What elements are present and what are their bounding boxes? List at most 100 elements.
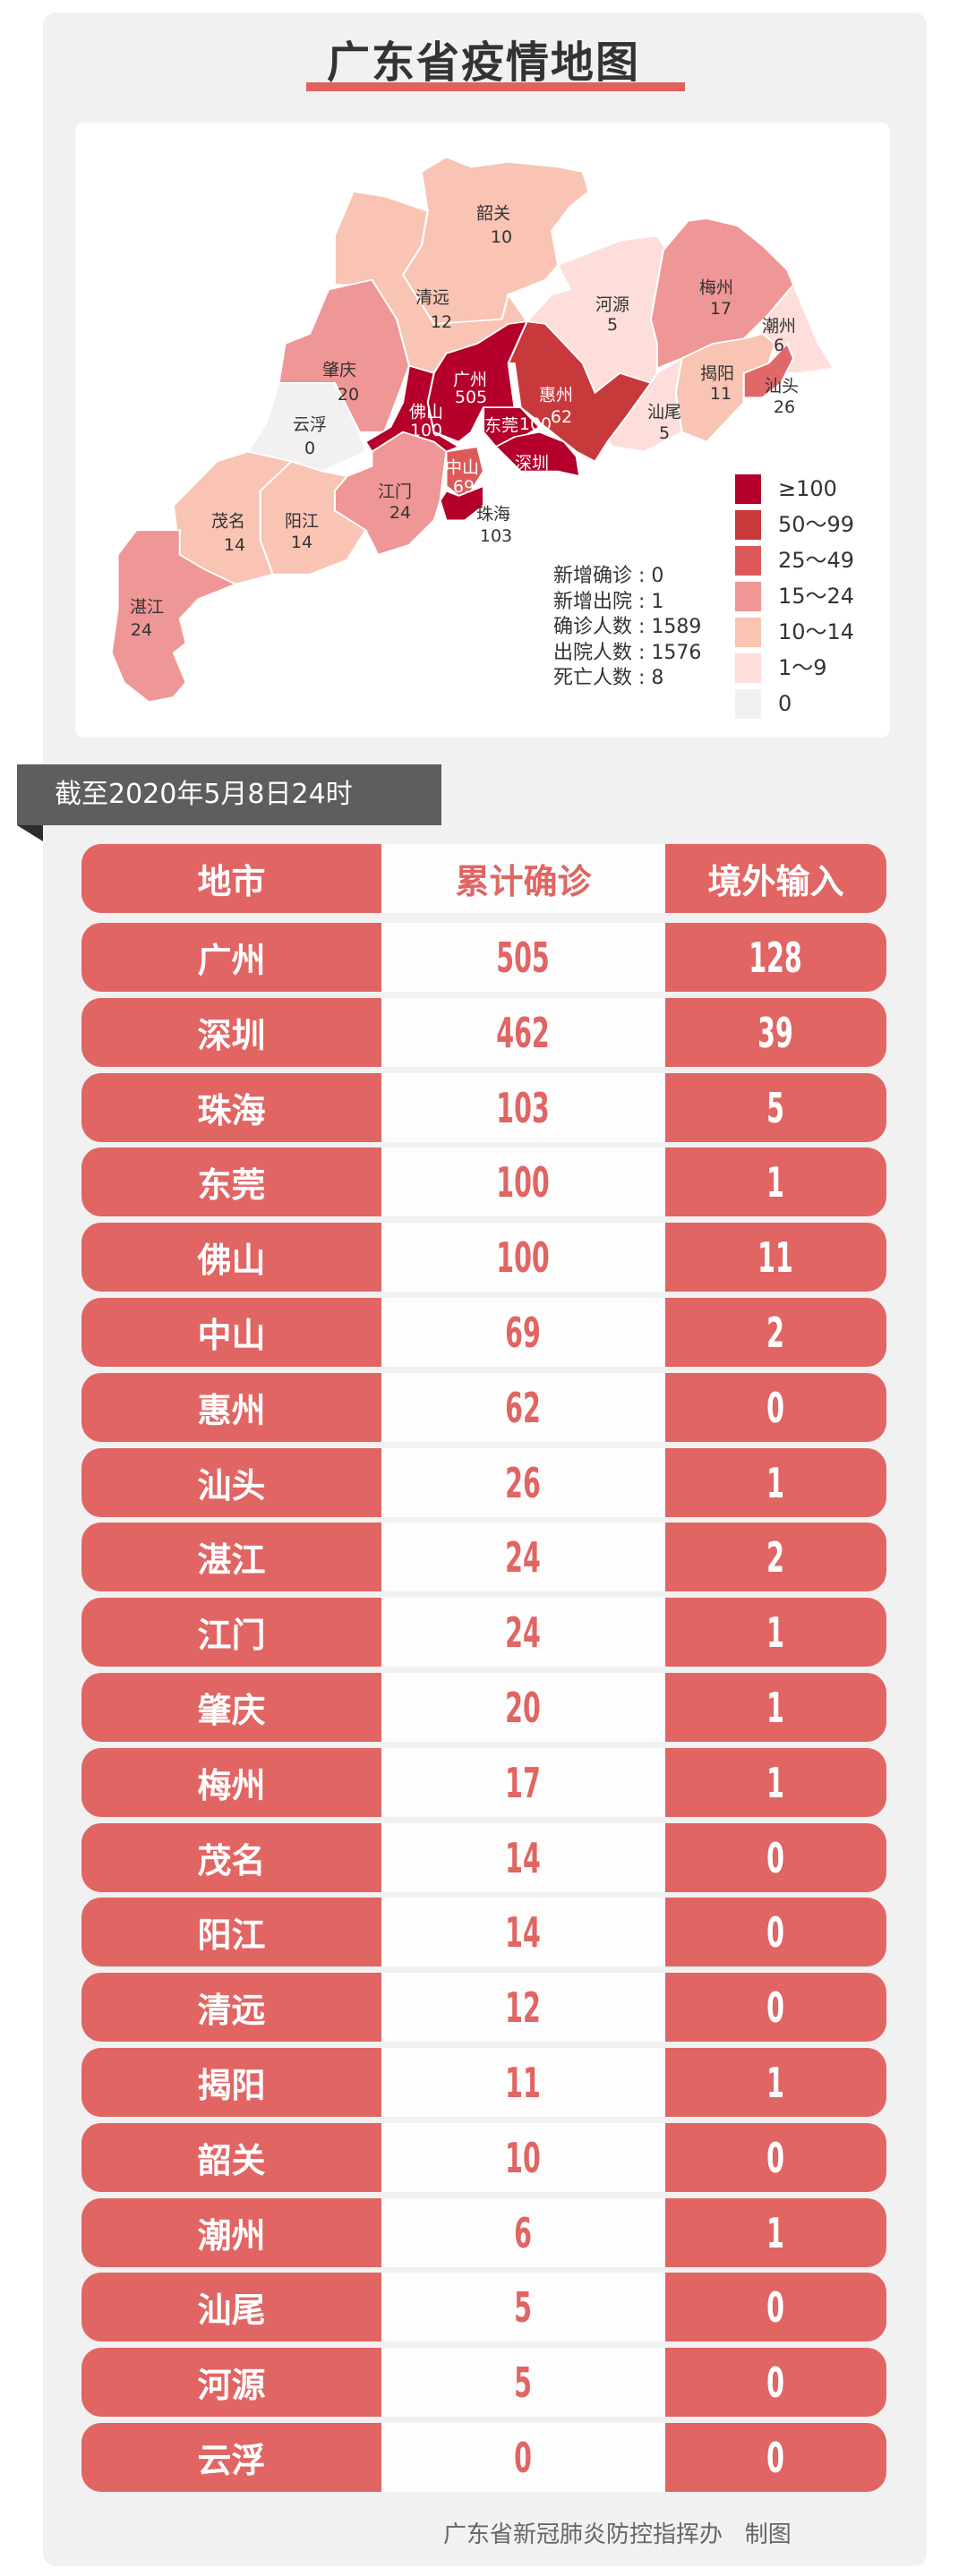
imported-cell-text: 128 xyxy=(749,933,803,982)
map-label-name: 湛江 xyxy=(129,597,165,618)
confirmed-cell: 5 xyxy=(381,2348,665,2417)
table-row: 梅州 17 1 xyxy=(81,1748,886,1817)
confirmed-cell-text: 100 xyxy=(496,1233,551,1282)
city-cell: 茂名 xyxy=(81,1823,381,1892)
table-row: 汕尾 5 0 xyxy=(81,2273,886,2341)
banner-fold xyxy=(17,825,43,841)
city-cell-text: 茂名 xyxy=(197,1841,266,1881)
imported-cell-text: 0 xyxy=(766,1983,785,2032)
table-row: 阳江 14 0 xyxy=(81,1898,886,1966)
imported-cell-text: 1 xyxy=(766,2058,785,2107)
map-region xyxy=(494,431,581,478)
map-label-name: 广州 xyxy=(452,370,488,390)
confirmed-cell: 0 xyxy=(381,2423,665,2492)
confirmed-cell-text: 100 xyxy=(496,1157,551,1207)
city-cell: 梅州 xyxy=(81,1748,381,1817)
confirmed-cell: 11 xyxy=(381,2048,665,2117)
confirmed-cell-text: 5 xyxy=(514,2282,533,2332)
confirmed-cell: 17 xyxy=(381,1748,665,1817)
confirmed-cell-text: 5 xyxy=(514,2358,533,2407)
imported-cell: 0 xyxy=(665,2123,886,2192)
confirmed-cell: 24 xyxy=(381,1598,665,1667)
imported-cell: 0 xyxy=(665,1373,886,1442)
imported-cell-text: 2 xyxy=(766,1308,785,1357)
legend-swatch xyxy=(735,689,761,719)
map-label-value: 100 xyxy=(518,414,552,434)
stat-label: 确诊人数 xyxy=(553,616,633,638)
map-label-name: 江门 xyxy=(377,482,413,502)
map-label-name: 惠州 xyxy=(538,385,574,405)
confirmed-cell: 100 xyxy=(381,1147,665,1216)
confirmed-cell-text: 6 xyxy=(514,2208,533,2257)
city-cell-text: 中山 xyxy=(197,1316,266,1355)
legend-label: 10～14 xyxy=(778,619,855,644)
confirmed-cell-text: 62 xyxy=(505,1383,542,1432)
legend-label: 25～49 xyxy=(778,548,855,573)
map-label-value: 505 xyxy=(454,388,488,407)
imported-cell-text: 0 xyxy=(766,1383,785,1432)
map-label-name: 潮州 xyxy=(761,316,797,337)
imported-cell: 39 xyxy=(665,998,886,1067)
city-cell-text: 佛山 xyxy=(197,1241,266,1280)
map-label-value: 10 xyxy=(490,227,513,247)
imported-cell-text: 境外输入 xyxy=(707,862,844,901)
map-label-value: 103 xyxy=(479,526,513,546)
city-cell-text: 河源 xyxy=(197,2366,266,2405)
stat-label: 新增确诊 xyxy=(553,565,633,587)
city-cell-text: 湛江 xyxy=(197,1540,266,1580)
table-row: 深圳 462 39 xyxy=(81,998,886,1067)
map-label-value: 6 xyxy=(773,336,785,355)
stat-line: 出院人数 : 1576 xyxy=(553,641,702,664)
imported-cell-text: 1 xyxy=(766,1157,785,1207)
table-row: 惠州 62 0 xyxy=(81,1373,886,1442)
city-cell: 地市 xyxy=(81,844,381,913)
imported-cell: 1 xyxy=(665,1448,886,1517)
imported-cell: 1 xyxy=(665,1147,886,1216)
legend-label: 15～24 xyxy=(778,584,855,609)
confirmed-cell: 12 xyxy=(381,1973,665,2042)
imported-cell: 2 xyxy=(665,1523,886,1591)
imported-cell-text: 11 xyxy=(757,1233,794,1282)
map-label-value: 17 xyxy=(709,299,732,319)
city-cell-text: 东莞 xyxy=(197,1165,266,1205)
confirmed-cell: 累计确诊 xyxy=(381,844,665,913)
confirmed-cell: 103 xyxy=(381,1073,665,1142)
stat-line: 新增出院 : 1 xyxy=(553,590,664,613)
imported-cell-text: 1 xyxy=(766,1608,785,1657)
table-row: 湛江 24 2 xyxy=(81,1523,886,1591)
confirmed-cell-text: 10 xyxy=(505,2133,542,2182)
city-cell: 佛山 xyxy=(81,1223,381,1292)
imported-cell: 0 xyxy=(665,1973,886,2042)
confirmed-cell: 100 xyxy=(381,1223,665,1292)
map-label-name: 东莞 xyxy=(484,415,519,436)
map-label-name: 佛山 xyxy=(408,402,444,422)
imported-cell-text: 39 xyxy=(757,1008,794,1057)
confirmed-cell: 14 xyxy=(381,1898,665,1966)
table-row: 韶关 10 0 xyxy=(81,2123,886,2192)
imported-cell: 0 xyxy=(665,1898,886,1966)
city-cell-text: 广州 xyxy=(197,941,266,980)
imported-cell-text: 0 xyxy=(766,1907,785,1957)
city-cell-text: 阳江 xyxy=(197,1915,266,1955)
table-row: 广州 505 128 xyxy=(81,923,886,992)
stat-line: 新增确诊 : 0 xyxy=(553,565,664,587)
map-label-name: 汕尾 xyxy=(646,402,682,422)
map-region xyxy=(742,342,795,399)
legend-swatch xyxy=(735,653,761,683)
city-cell: 广州 xyxy=(81,923,381,992)
table-row: 云浮 0 0 xyxy=(81,2423,886,2492)
city-cell-text: 潮州 xyxy=(197,2216,266,2256)
imported-cell: 0 xyxy=(665,2423,886,2492)
confirmed-cell: 20 xyxy=(381,1673,665,1742)
legend-label: 50～99 xyxy=(778,512,855,537)
city-cell: 深圳 xyxy=(81,998,381,1067)
city-cell: 云浮 xyxy=(81,2423,381,2492)
confirmed-cell: 6 xyxy=(381,2198,665,2267)
stat-label: 新增出院 xyxy=(553,590,633,613)
city-cell-text: 惠州 xyxy=(197,1391,266,1430)
map-label-name: 云浮 xyxy=(292,414,328,435)
table-row: 汕头 26 1 xyxy=(81,1448,886,1517)
imported-cell-text: 1 xyxy=(766,1458,785,1507)
city-cell: 东莞 xyxy=(81,1147,381,1216)
guangdong-map xyxy=(110,156,835,704)
